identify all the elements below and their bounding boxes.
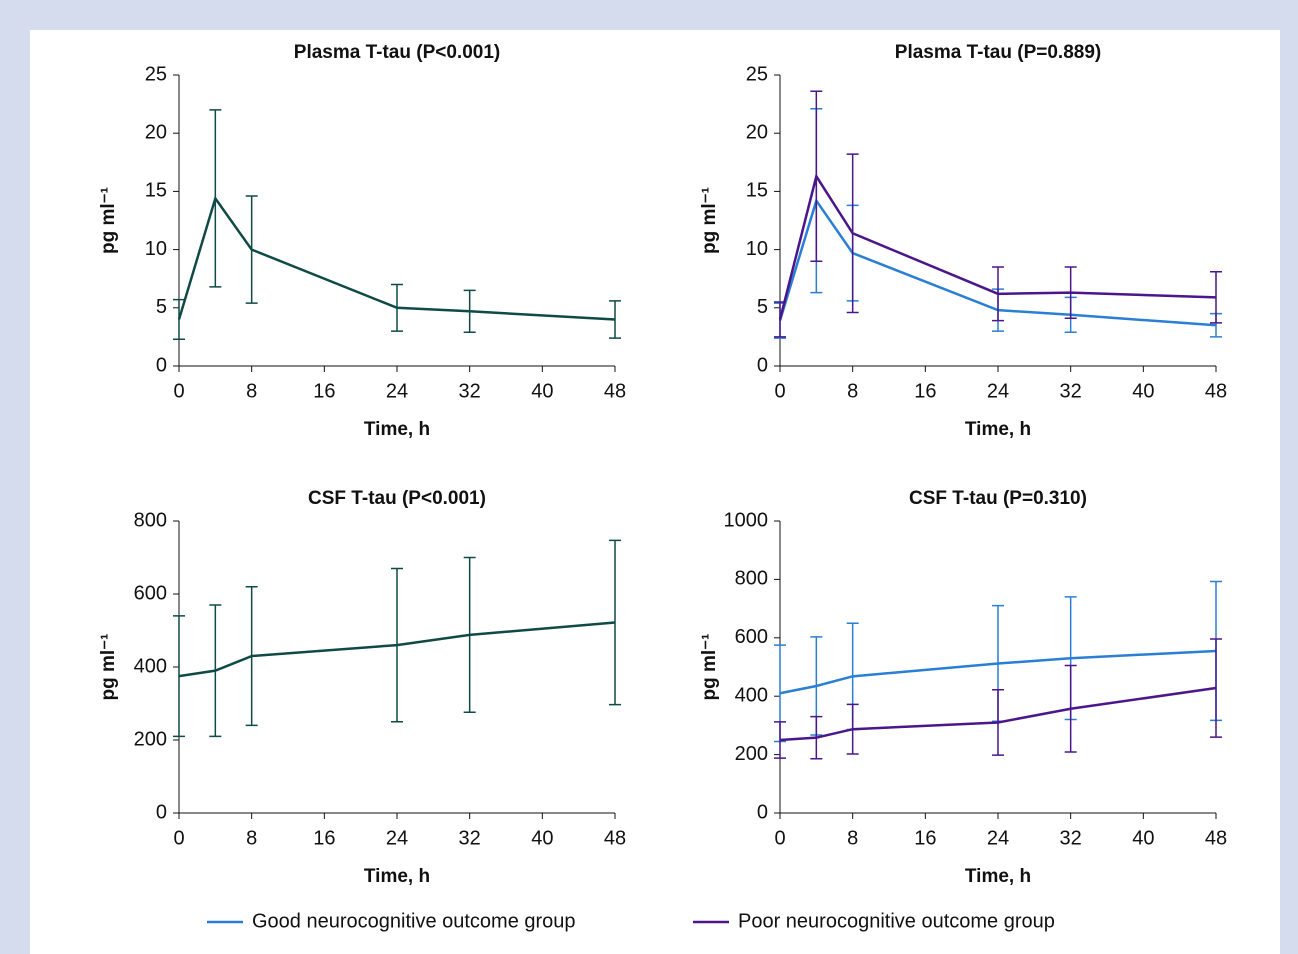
y-tick-label: 20 [145,121,167,143]
y-axis-title: pg ml⁻¹ [98,633,119,700]
x-tick-label: 8 [246,380,257,402]
x-tick-label: 24 [386,380,408,402]
y-tick-label: 20 [746,121,768,143]
x-tick-label: 48 [1205,827,1227,849]
x-tick-label: 8 [847,380,858,402]
series-line [177,195,616,321]
chart-title: Plasma T-tau (P<0.001) [294,42,500,63]
x-tick-label: 32 [459,380,481,402]
series-line [178,621,616,678]
y-tick-label: 10 [145,238,167,260]
y-axis-title: pg ml⁻¹ [699,187,720,254]
x-tick-label: 0 [173,380,184,402]
x-tick-label: 40 [531,827,553,849]
y-tick-label: 200 [134,728,167,750]
y-tick-label: 0 [156,801,167,823]
y-tick-label: 15 [746,180,768,202]
y-tick-label: 800 [735,568,768,590]
series-line [778,197,1217,327]
x-tick-label: 24 [386,827,408,849]
x-tick-label: 40 [531,380,553,402]
x-tick-label: 16 [914,380,936,402]
y-tick-label: 10 [746,238,768,260]
y-tick-label: 400 [134,655,167,677]
panel-background [30,30,1280,954]
x-tick-label: 32 [1060,380,1082,402]
chart-title: CSF T-tau (P<0.001) [308,488,486,509]
y-axis-title: pg ml⁻¹ [98,187,119,254]
x-tick-label: 40 [1132,827,1154,849]
x-tick-label: 16 [313,380,335,402]
x-tick-label: 24 [987,827,1009,849]
y-axis-title: pg ml⁻¹ [699,633,720,700]
x-tick-label: 0 [774,380,785,402]
y-tick-label: 1000 [724,509,769,531]
x-axis-title: Time, h [364,866,430,887]
x-tick-label: 32 [459,827,481,849]
series-line [779,686,1217,742]
x-tick-label: 40 [1132,380,1154,402]
chart-title: CSF T-tau (P=0.310) [909,488,1087,509]
y-tick-label: 400 [735,684,768,706]
series-line [779,649,1217,695]
legend-label: Good neurocognitive outcome group [252,910,576,932]
y-tick-label: 15 [145,180,167,202]
x-tick-label: 16 [313,827,335,849]
chart-title: Plasma T-tau (P=0.889) [895,42,1101,63]
y-tick-label: 0 [757,354,768,376]
y-tick-label: 0 [757,801,768,823]
y-tick-label: 5 [156,296,167,318]
y-tick-label: 600 [134,582,167,604]
y-tick-label: 200 [735,743,768,765]
x-tick-label: 0 [774,827,785,849]
x-axis-title: Time, h [364,419,430,440]
y-tick-label: 0 [156,354,167,376]
x-axis-title: Time, h [965,866,1031,887]
y-tick-label: 600 [735,626,768,648]
x-axis-title: Time, h [965,419,1031,440]
x-tick-label: 8 [847,827,858,849]
x-tick-label: 48 [604,827,626,849]
y-tick-label: 25 [145,63,167,85]
x-tick-label: 48 [1205,380,1227,402]
y-tick-label: 25 [746,63,768,85]
legend-label: Poor neurocognitive outcome group [738,910,1055,932]
x-tick-label: 16 [914,827,936,849]
x-tick-label: 24 [987,380,1009,402]
x-tick-label: 0 [173,827,184,849]
x-tick-label: 48 [604,380,626,402]
x-tick-label: 8 [246,827,257,849]
y-tick-label: 5 [757,296,768,318]
y-tick-label: 800 [134,509,167,531]
x-tick-label: 32 [1060,827,1082,849]
series-line [778,173,1217,320]
